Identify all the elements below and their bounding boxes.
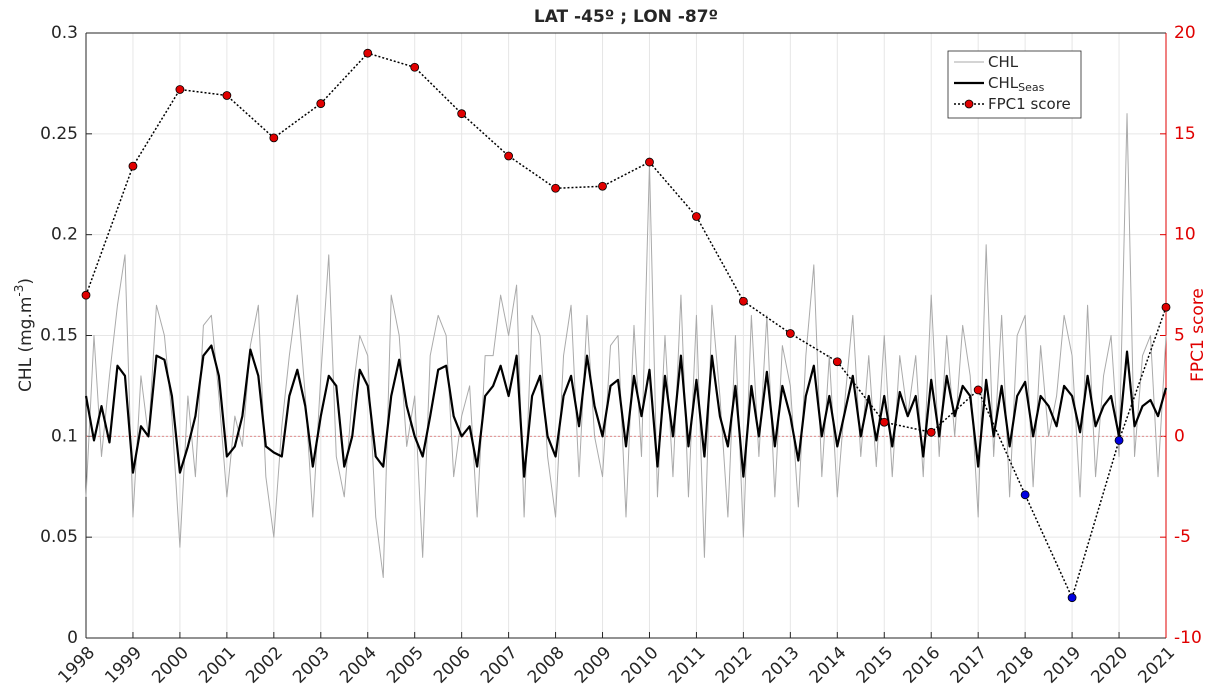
y2-tick-label: 15 — [1174, 124, 1196, 144]
x-tick-label: 1999 — [101, 643, 146, 688]
legend-label-part: Seas — [1018, 81, 1044, 94]
x-tick-label: 2008 — [524, 643, 569, 688]
series-marker — [785, 329, 795, 338]
series-marker — [457, 109, 467, 119]
series-line — [84, 344, 1168, 478]
legend-label: CHLSeas — [988, 74, 1045, 95]
series-marker — [81, 290, 91, 300]
legend-label: FPC1 score — [988, 95, 1071, 113]
series-marker — [316, 99, 326, 108]
x-tick-label: 2010 — [618, 643, 663, 688]
y-tick-label: 0.25 — [40, 124, 78, 144]
series-marker — [973, 385, 983, 395]
x-tick-label: 2004 — [336, 643, 381, 688]
y2-tick-label: 5 — [1174, 326, 1185, 346]
series-marker — [1161, 302, 1171, 312]
x-tick-label: 1998 — [54, 643, 99, 688]
x-tick-label: 2020 — [1087, 643, 1132, 688]
series-marker — [926, 427, 936, 437]
x-tick-label: 2021 — [1134, 643, 1179, 688]
x-tick-label: 2013 — [759, 643, 804, 688]
series-marker — [692, 212, 701, 221]
series-marker — [1114, 435, 1124, 445]
y-label-main: CHL (mg.m — [16, 297, 36, 392]
legend-label-part: CHL — [988, 53, 1019, 71]
series-line — [85, 52, 1167, 599]
legend-label-part: FPC1 score — [988, 95, 1071, 113]
legend-marker — [964, 99, 974, 109]
series-marker — [738, 296, 748, 306]
series-marker — [1067, 593, 1077, 603]
x-tick-label: 2003 — [289, 643, 334, 688]
series-line — [85, 113, 1167, 578]
y-tick-label: 0.2 — [51, 225, 78, 245]
x-tick-label: 2019 — [1040, 643, 1085, 688]
y-tick-label: 0 — [67, 628, 78, 648]
x-tick-label: 2018 — [993, 643, 1038, 688]
series-marker — [175, 85, 185, 94]
y-tick-label: 0.05 — [40, 527, 78, 547]
y-tick-label: 0.15 — [40, 326, 78, 346]
x-tick-label: 2000 — [148, 643, 193, 688]
series-marker — [645, 157, 654, 167]
series-marker — [504, 151, 514, 161]
y2-tick-label: -5 — [1174, 527, 1191, 547]
x-tick-label: 2001 — [195, 643, 240, 688]
x-tick-label: 2009 — [571, 643, 616, 688]
x-tick-label: 2005 — [383, 643, 428, 688]
legend-label: CHL — [988, 53, 1019, 71]
y-label-sup: -3 — [12, 285, 26, 297]
series-marker — [128, 161, 138, 171]
y2-tick-label: -10 — [1174, 628, 1202, 648]
y2-tick-label: 0 — [1174, 426, 1185, 446]
x-tick-label: 2012 — [712, 643, 757, 688]
x-tick-label: 2011 — [665, 643, 710, 688]
y-tick-label: 0.1 — [51, 426, 78, 446]
x-tick-label: 2002 — [242, 643, 287, 688]
series-marker — [363, 48, 373, 58]
series-marker — [1020, 490, 1030, 500]
y2-tick-label: 20 — [1174, 23, 1196, 43]
legend-label-part: CHL — [988, 74, 1019, 92]
series-marker — [598, 181, 607, 191]
series-marker — [410, 62, 420, 72]
chart-title: LAT -45º ; LON -87º — [534, 7, 718, 27]
series-marker — [879, 417, 889, 427]
y2-tick-label: 10 — [1174, 225, 1196, 245]
y-tick-label: 0.3 — [51, 23, 78, 43]
y2-axis-label: FPC1 score — [1188, 288, 1208, 382]
series-marker — [269, 133, 279, 143]
series-marker — [551, 183, 560, 193]
y-label-end: ) — [16, 278, 36, 285]
series-marker — [222, 91, 232, 100]
x-tick-label: 2007 — [477, 643, 522, 688]
x-tick-label: 2014 — [806, 643, 851, 688]
series-marker — [832, 357, 842, 367]
x-tick-label: 2016 — [900, 643, 945, 688]
x-tick-label: 2006 — [430, 643, 475, 688]
x-tick-label: 2015 — [853, 643, 898, 688]
x-tick-label: 2017 — [947, 643, 992, 688]
y-axis-label: CHL (mg.m-3) — [12, 278, 37, 392]
